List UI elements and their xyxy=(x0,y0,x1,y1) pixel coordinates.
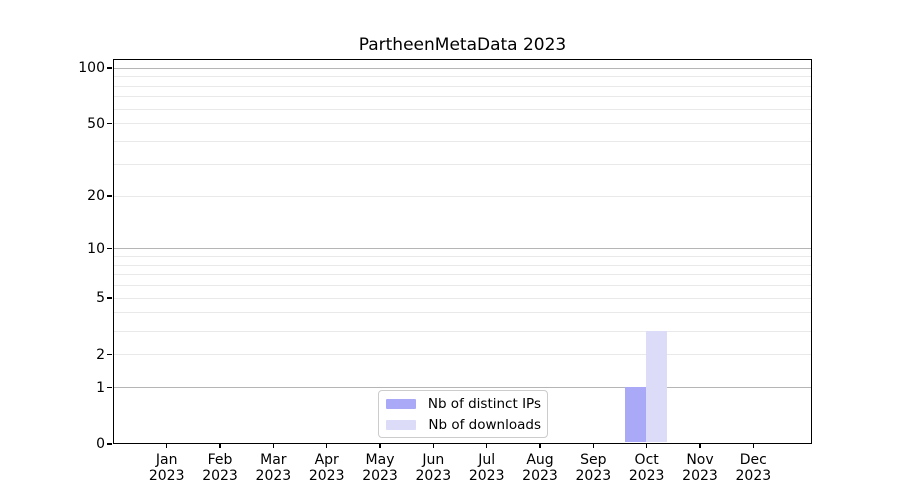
x-tick-mark xyxy=(325,443,328,448)
legend-entry: Nb of distinct IPs xyxy=(386,395,541,413)
x-tick-mark xyxy=(592,443,595,448)
x-tick-label: Jan 2023 xyxy=(140,452,194,484)
legend: Nb of distinct IPs Nb of downloads xyxy=(378,390,548,438)
x-tick-month: Dec xyxy=(739,452,767,468)
bar-nb-of-downloads xyxy=(646,330,668,442)
x-tick-year: 2023 xyxy=(415,468,452,484)
x-tick-year: 2023 xyxy=(148,468,185,484)
legend-label: Nb of downloads xyxy=(428,416,541,433)
x-tick-label: Jul 2023 xyxy=(460,452,514,484)
minor-gridline xyxy=(114,312,811,314)
x-tick-mark xyxy=(166,443,168,448)
minor-gridline xyxy=(114,108,811,110)
x-tick-mark xyxy=(485,443,488,448)
minor-gridline xyxy=(114,85,811,87)
x-tick-year: 2023 xyxy=(575,468,612,484)
x-tick-mark xyxy=(645,443,648,448)
y-tick-mark xyxy=(107,67,112,69)
x-tick-label: Nov 2023 xyxy=(673,452,727,484)
x-tick-month: Nov xyxy=(686,452,714,468)
x-tick-mark xyxy=(379,443,381,448)
minor-gridline xyxy=(114,76,811,78)
x-tick-label: Aug 2023 xyxy=(513,452,567,484)
y-tick-label: 10 xyxy=(87,240,105,257)
minor-gridline xyxy=(114,330,811,332)
x-tick-label: Feb 2023 xyxy=(193,452,247,484)
bar-nb-of-distinct-ips xyxy=(624,387,647,442)
y-tick-mark xyxy=(107,386,112,389)
y-tick-mark xyxy=(107,123,112,125)
minor-gridline xyxy=(114,297,811,299)
minor-gridline xyxy=(114,195,811,197)
x-tick-label: Dec 2023 xyxy=(726,452,780,484)
y-tick-mark xyxy=(107,353,112,356)
x-tick-mark xyxy=(272,443,275,448)
x-tick-label: Jun 2023 xyxy=(406,452,460,484)
y-tick-mark xyxy=(107,248,112,250)
y-tick-label: 100 xyxy=(78,60,105,77)
minor-gridline xyxy=(114,163,811,165)
x-tick-year: 2023 xyxy=(735,468,772,484)
y-tick-mark xyxy=(107,297,112,299)
x-tick-label: Sep 2023 xyxy=(566,452,620,484)
minor-gridline xyxy=(114,141,811,143)
y-tick-label: 0 xyxy=(96,436,105,452)
y-tick-label: 1 xyxy=(96,379,105,396)
major-gridline xyxy=(114,67,811,69)
x-tick-mark xyxy=(539,443,541,448)
x-tick-mark xyxy=(432,443,435,448)
x-tick-label: May 2023 xyxy=(353,452,407,484)
minor-gridline xyxy=(114,285,811,287)
x-tick-month: May xyxy=(365,452,395,468)
x-tick-month: Mar xyxy=(260,452,287,468)
x-tick-month: Aug xyxy=(526,452,554,468)
x-tick-month: Jul xyxy=(478,452,496,468)
minor-gridline xyxy=(114,96,811,98)
minor-gridline xyxy=(114,123,811,125)
x-tick-year: 2023 xyxy=(308,468,345,484)
minor-gridline xyxy=(114,264,811,266)
x-tick-mark xyxy=(752,443,755,448)
x-tick-year: 2023 xyxy=(682,468,718,484)
x-tick-year: 2023 xyxy=(255,468,292,484)
major-gridline xyxy=(114,248,811,250)
x-tick-year: 2023 xyxy=(362,468,398,484)
x-tick-month: Apr xyxy=(314,452,339,468)
x-tick-label: Apr 2023 xyxy=(300,452,354,484)
legend-label: Nb of distinct IPs xyxy=(427,395,541,412)
legend-entry: Nb of downloads xyxy=(386,416,541,434)
y-tick-label: 5 xyxy=(96,290,105,307)
x-tick-month: Jun xyxy=(422,452,445,468)
x-tick-label: Mar 2023 xyxy=(246,452,300,484)
legend-swatch xyxy=(386,419,416,430)
chart-title: PartheenMetaData 2023 xyxy=(358,35,567,55)
x-tick-month: Feb xyxy=(207,452,233,468)
x-tick-month: Oct xyxy=(634,452,659,468)
x-tick-month: Sep xyxy=(580,452,607,468)
minor-gridline xyxy=(114,255,811,257)
y-tick-mark xyxy=(107,195,112,197)
x-tick-year: 2023 xyxy=(628,468,665,484)
x-tick-month: Jan xyxy=(155,452,178,468)
y-tick-label: 50 xyxy=(87,115,105,132)
minor-gridline xyxy=(114,354,811,356)
plot-area xyxy=(113,59,812,444)
y-tick-label: 2 xyxy=(96,346,105,363)
x-tick-year: 2023 xyxy=(522,468,558,484)
x-tick-label: Oct 2023 xyxy=(620,452,674,484)
x-tick-mark xyxy=(219,443,221,448)
legend-swatch xyxy=(386,398,416,409)
x-tick-year: 2023 xyxy=(202,468,238,484)
y-tick-mark xyxy=(107,443,112,445)
y-tick-label: 20 xyxy=(87,188,105,205)
x-tick-year: 2023 xyxy=(468,468,505,484)
minor-gridline xyxy=(114,274,811,276)
major-gridline xyxy=(114,387,811,389)
x-tick-mark xyxy=(699,443,701,448)
